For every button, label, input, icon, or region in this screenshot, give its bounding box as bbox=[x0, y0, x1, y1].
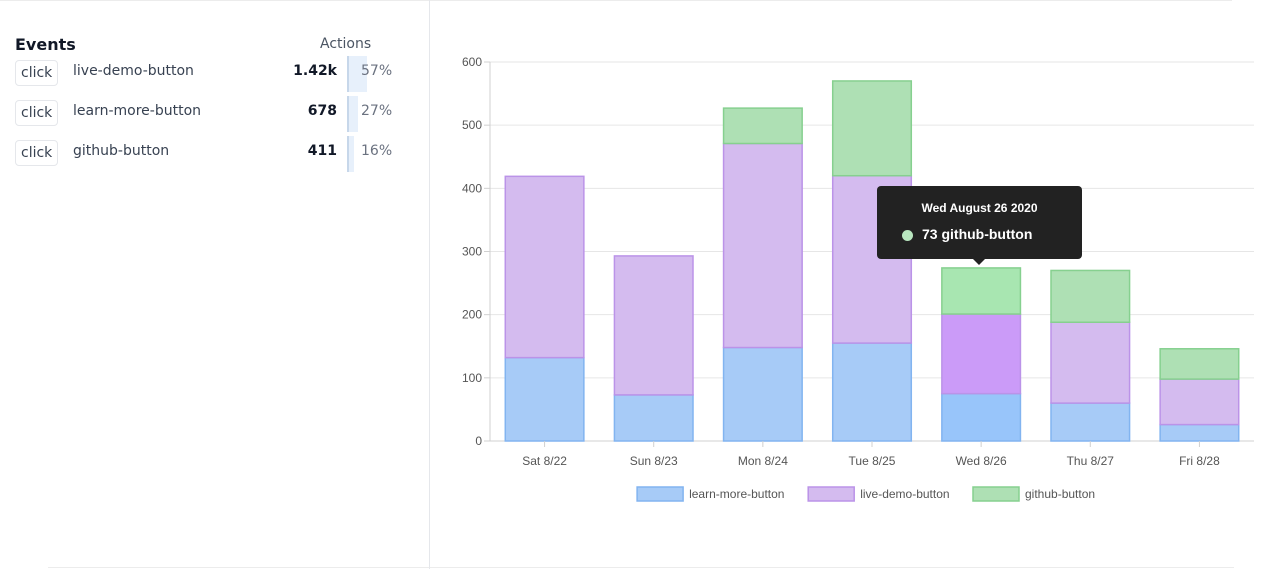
y-tick-label: 200 bbox=[462, 308, 482, 322]
bar-segment bbox=[722, 346, 803, 442]
percent-bar-fill bbox=[349, 56, 367, 92]
percent-bar bbox=[347, 136, 381, 172]
y-tick-label: 100 bbox=[462, 371, 482, 385]
actions-column-header[interactable]: Actions bbox=[320, 36, 372, 52]
bar-segment bbox=[1159, 348, 1240, 380]
event-row-live-demo[interactable]: click live-demo-button 1.42k 57% bbox=[15, 56, 405, 100]
percent-bar-fill bbox=[349, 136, 354, 172]
bar-segment bbox=[1159, 423, 1240, 442]
x-tick-label: Mon 8/24 bbox=[738, 454, 788, 468]
percent-bar bbox=[347, 56, 381, 92]
legend-swatch bbox=[636, 486, 684, 502]
x-tick-label: Sat 8/22 bbox=[522, 454, 567, 468]
event-count: 1.42k bbox=[293, 63, 337, 79]
legend-label: live-demo-button bbox=[860, 487, 949, 501]
percent-bar-axis bbox=[347, 136, 349, 172]
tooltip-series-dot bbox=[902, 230, 913, 241]
event-percent: 57% bbox=[361, 63, 393, 79]
event-name[interactable]: learn-more-button bbox=[73, 103, 202, 119]
y-tick-label: 0 bbox=[475, 434, 482, 448]
bar-segment bbox=[1159, 378, 1240, 426]
bar-segment bbox=[1050, 269, 1131, 323]
legend-swatch bbox=[807, 486, 855, 502]
bar-segment bbox=[613, 394, 694, 442]
bar-segment bbox=[831, 80, 913, 177]
y-tick-label: 400 bbox=[462, 181, 482, 195]
events-header: Events Actions bbox=[15, 32, 405, 60]
events-title: Events bbox=[15, 35, 76, 54]
bar-segment bbox=[941, 267, 1022, 315]
x-tick-label: Sun 8/23 bbox=[630, 454, 678, 468]
y-tick-label: 300 bbox=[462, 245, 482, 259]
top-rule bbox=[0, 0, 1232, 1]
event-name[interactable]: github-button bbox=[73, 143, 170, 159]
bar-segment bbox=[941, 313, 1022, 395]
y-tick-label: 600 bbox=[462, 55, 482, 69]
bar-segment bbox=[504, 356, 585, 442]
percent-bar-fill bbox=[349, 96, 358, 132]
bar-segment bbox=[831, 342, 913, 442]
x-tick-label: Wed 8/26 bbox=[956, 454, 1007, 468]
bar-segment bbox=[722, 142, 803, 349]
bar-segment bbox=[722, 107, 803, 145]
event-type-badge: click bbox=[15, 140, 59, 166]
event-name[interactable]: live-demo-button bbox=[73, 63, 194, 79]
event-row-github[interactable]: click github-button 411 16% bbox=[15, 136, 405, 180]
chart-tooltip: Wed August 26 2020 73 github-button bbox=[877, 186, 1082, 265]
tooltip-value: 73 github-button bbox=[922, 226, 1033, 242]
x-tick-label: Tue 8/25 bbox=[849, 454, 896, 468]
x-tick-label: Fri 8/28 bbox=[1179, 454, 1220, 468]
event-percent: 27% bbox=[361, 103, 393, 119]
tooltip-title: Wed August 26 2020 bbox=[921, 201, 1038, 215]
bar-segment bbox=[1050, 402, 1131, 442]
bar-segment bbox=[941, 392, 1022, 442]
event-type-badge: click bbox=[15, 60, 59, 86]
events-panel: Events Actions click live-demo-button 1.… bbox=[15, 32, 405, 180]
event-percent: 16% bbox=[361, 143, 393, 159]
bar-segment bbox=[613, 255, 694, 396]
percent-bar-axis bbox=[347, 96, 349, 132]
percent-bar bbox=[347, 96, 381, 132]
x-tick-label: Thu 8/27 bbox=[1067, 454, 1115, 468]
event-count: 678 bbox=[307, 103, 337, 119]
legend-label: github-button bbox=[1025, 487, 1095, 501]
legend-swatch bbox=[972, 486, 1020, 502]
bar-segment bbox=[504, 175, 585, 359]
event-type-badge: click bbox=[15, 100, 59, 126]
event-count: 411 bbox=[307, 143, 337, 159]
panel-divider bbox=[429, 0, 430, 569]
bar-segment bbox=[1050, 321, 1131, 404]
percent-bar-axis bbox=[347, 56, 349, 92]
legend-label: learn-more-button bbox=[689, 487, 784, 501]
event-list: click live-demo-button 1.42k 57% click l… bbox=[15, 56, 405, 180]
event-row-learn-more[interactable]: click learn-more-button 678 27% bbox=[15, 96, 405, 140]
y-tick-label: 500 bbox=[462, 118, 482, 132]
bottom-rule bbox=[48, 567, 1234, 568]
